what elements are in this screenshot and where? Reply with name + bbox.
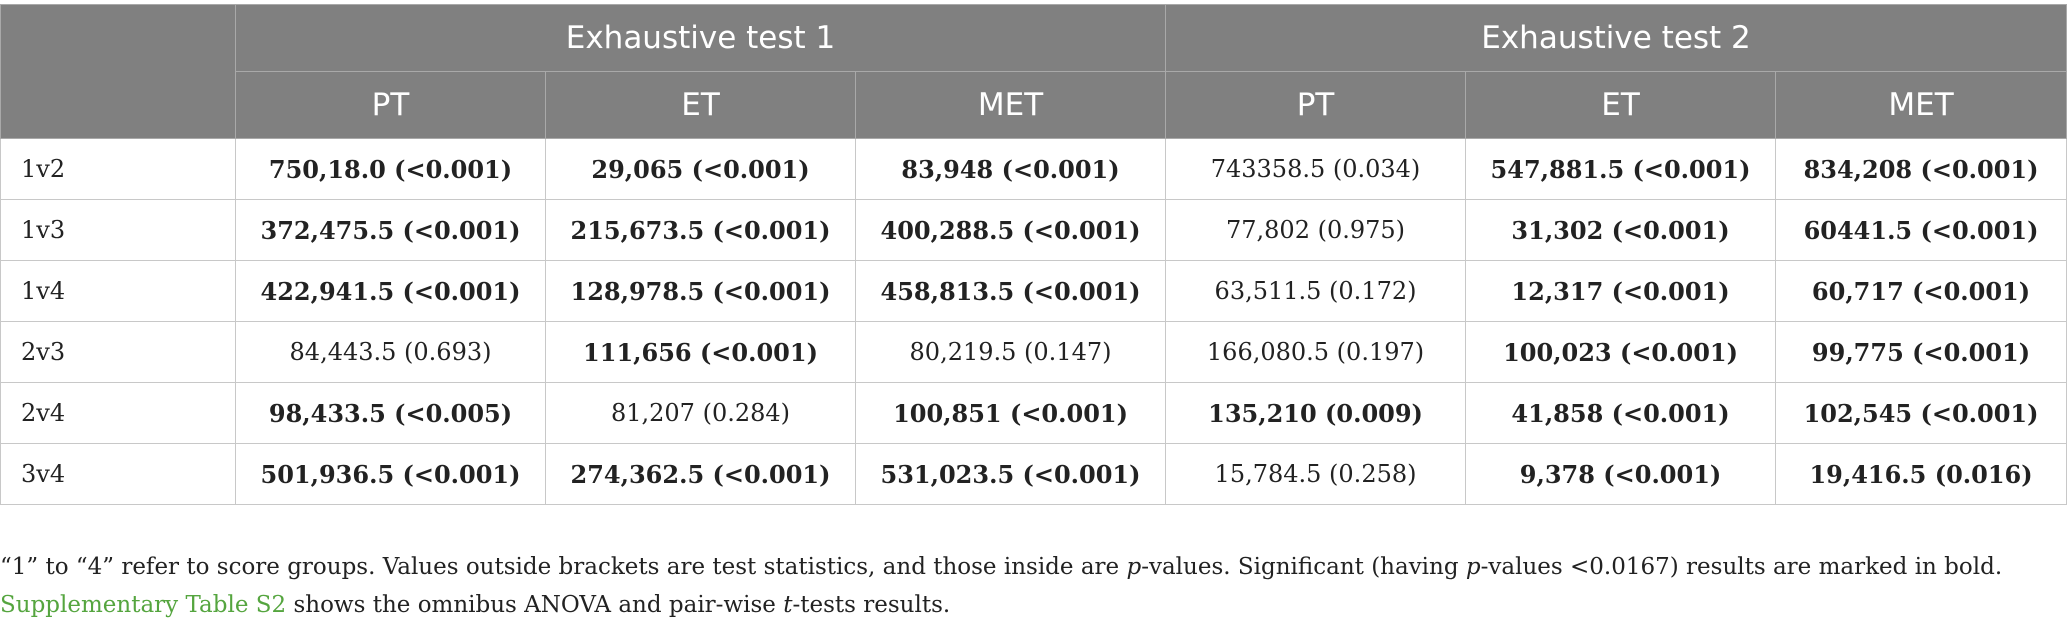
- table-cell: 215,673.5 (<0.001): [545, 199, 856, 261]
- table-cell: 83,948 (<0.001): [854, 138, 1167, 200]
- column-header: ET: [545, 71, 856, 139]
- table-cell: 135,210 (0.009): [1165, 382, 1467, 444]
- table-cell: 80,219.5 (0.147): [854, 321, 1167, 383]
- table-row: 3v4 501,936.5 (<0.001) 274,362.5 (<0.001) 5…: [0, 443, 2068, 505]
- table-cell: 750,18.0 (<0.001): [235, 138, 546, 200]
- table-cell: 531,023.5 (<0.001): [854, 443, 1167, 505]
- table-cell: 547,881.5 (<0.001): [1465, 138, 1777, 200]
- table-cell: 9,378 (<0.001): [1465, 443, 1777, 505]
- table-cell: 81,207 (0.284): [545, 382, 856, 444]
- table-row: 2v3 84,443.5 (0.693) 111,656 (<0.001) 80,21…: [0, 321, 2068, 383]
- table-cell: 100,851 (<0.001): [854, 382, 1167, 444]
- results-table: Exhaustive test 1 Exhaustive test 2 PT E…: [0, 4, 2068, 505]
- table-cell: 743358.5 (0.034): [1165, 138, 1467, 200]
- table-cell: 63,511.5 (0.172): [1165, 260, 1467, 322]
- table-cell: 102,545 (<0.001): [1775, 382, 2068, 444]
- table-cell: 60441.5 (<0.001): [1775, 199, 2068, 261]
- column-header: MET: [854, 71, 1167, 139]
- table-cell: 166,080.5 (0.197): [1165, 321, 1467, 383]
- table-cell: 422,941.5 (<0.001): [235, 260, 546, 322]
- table-cell: 458,813.5 (<0.001): [854, 260, 1167, 322]
- footnote-line-2: Supplementary Table S2 shows the omnibus…: [0, 592, 951, 618]
- corner-header-cell: [0, 4, 236, 139]
- table-body: 1v2 750,18.0 (<0.001) 29,065 (<0.001) 83,94…: [0, 138, 2068, 505]
- table-cell: 15,784.5 (0.258): [1165, 443, 1467, 505]
- column-header: PT: [1165, 71, 1467, 139]
- row-label: 1v2: [0, 138, 236, 200]
- group-header-row: Exhaustive test 1 Exhaustive test 2: [0, 4, 2068, 139]
- footnote-line-1: “1” to “4” refer to score groups. Values…: [0, 554, 2003, 580]
- group-header-test2: Exhaustive test 2: [1165, 4, 2068, 72]
- table-cell: 41,858 (<0.001): [1465, 382, 1777, 444]
- table-cell: 12,317 (<0.001): [1465, 260, 1777, 322]
- table-cell: 111,656 (<0.001): [545, 321, 856, 383]
- column-header: MET: [1775, 71, 2068, 139]
- table-cell: 19,416.5 (0.016): [1775, 443, 2068, 505]
- row-label: 1v4: [0, 260, 236, 322]
- table-cell: 60,717 (<0.001): [1775, 260, 2068, 322]
- table-cell: 31,302 (<0.001): [1465, 199, 1777, 261]
- table-cell: 372,475.5 (<0.001): [235, 199, 546, 261]
- column-header: PT: [235, 71, 546, 139]
- table-row: 1v4 422,941.5 (<0.001) 128,978.5 (<0.001) 4…: [0, 260, 2068, 322]
- table-cell: 84,443.5 (0.693): [235, 321, 546, 383]
- group-header-test1: Exhaustive test 1: [234, 4, 1167, 72]
- table-cell: 274,362.5 (<0.001): [545, 443, 856, 505]
- row-label: 1v3: [0, 199, 236, 261]
- table-cell: 29,065 (<0.001): [545, 138, 856, 200]
- column-header-row: PT ET MET PT ET MET: [1, 71, 2068, 139]
- table-row: 1v3 372,475.5 (<0.001) 215,673.5 (<0.001) 4…: [0, 199, 2068, 261]
- table-cell: 400,288.5 (<0.001): [854, 199, 1167, 261]
- table-row: 2v4 98,433.5 (<0.005) 81,207 (0.284) 100,85…: [0, 382, 2068, 444]
- row-label: 2v4: [0, 382, 236, 444]
- table-cell: 100,023 (<0.001): [1465, 321, 1777, 383]
- row-label: 2v3: [0, 321, 236, 383]
- row-label: 3v4: [0, 443, 236, 505]
- table-cell: 834,208 (<0.001): [1775, 138, 2068, 200]
- table-cell: 98,433.5 (<0.005): [235, 382, 546, 444]
- table-cell: 99,775 (<0.001): [1775, 321, 2068, 383]
- table-cell: 501,936.5 (<0.001): [235, 443, 546, 505]
- column-header: ET: [1465, 71, 1777, 139]
- table-cell: 128,978.5 (<0.001): [545, 260, 856, 322]
- table-cell: 77,802 (0.975): [1165, 199, 1467, 261]
- table-footnote: “1” to “4” refer to score groups. Values…: [0, 548, 2060, 624]
- supplementary-table-link[interactable]: Supplementary Table S2: [0, 592, 287, 618]
- table-row: 1v2 750,18.0 (<0.001) 29,065 (<0.001) 83,94…: [0, 138, 2068, 200]
